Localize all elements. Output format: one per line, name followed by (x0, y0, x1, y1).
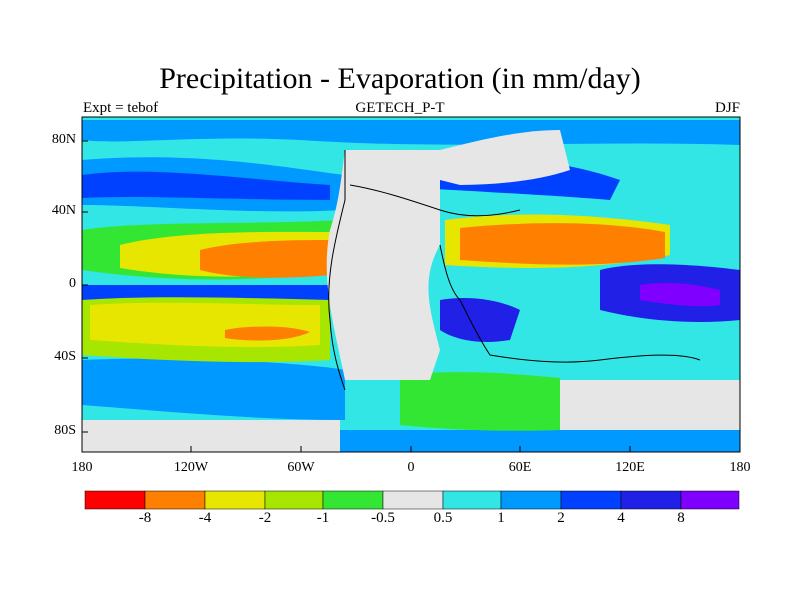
colorbar-label: -4 (198, 510, 212, 526)
land-north (440, 130, 570, 185)
colorbar-label: 0.5 (433, 510, 453, 526)
colorbar-swatch-5 (322, 490, 384, 510)
colorbar (84, 490, 740, 510)
colorbar-label: -2 (258, 510, 272, 526)
field-region-green-southatl (400, 372, 560, 431)
colorbar-label: 8 (677, 510, 685, 526)
coastline-west (328, 150, 346, 391)
map-field (82, 117, 740, 452)
lon-tick-0: 0 (407, 460, 415, 475)
lon-tick-180e: 180 (729, 460, 751, 475)
colorbar-swatch-4 (264, 490, 324, 510)
lon-tick-180w: 180 (71, 460, 93, 475)
colorbar-swatch-11 (680, 490, 740, 510)
plot-title: Precipitation - Evaporation (in mm/day) (159, 62, 641, 95)
field-region-violet (640, 282, 720, 307)
coastline-north (349, 184, 521, 217)
colorbar-swatch-7 (442, 490, 502, 510)
colorbar-label: -0.5 (371, 510, 395, 526)
lat-tick-0: 0 (69, 276, 76, 291)
colorbar-label: 4 (617, 510, 625, 526)
colorbar-label: 1 (497, 510, 505, 526)
field-region-itcz (82, 285, 330, 300)
experiment-label: Expt = tebof (83, 100, 159, 116)
lat-tick-40n: 40N (51, 203, 76, 218)
colorbar-label: -1 (316, 510, 330, 526)
colorbar-swatch-1 (84, 490, 146, 510)
colorbar-swatch-10 (620, 490, 682, 510)
axis-ticks (81, 140, 741, 452)
land-americas (326, 150, 440, 380)
field-region-blue-south (82, 358, 345, 420)
land-antarctica-west (82, 420, 340, 452)
lon-tick-120e: 120E (615, 460, 645, 475)
field-region-blue-north (82, 120, 740, 145)
field-region-darkblue (82, 171, 330, 200)
season-label: DJF (714, 100, 740, 116)
lat-tick-80n: 80N (51, 132, 76, 147)
lat-tick-80s: 80S (54, 423, 76, 438)
lon-tick-120w: 120W (173, 460, 209, 475)
lon-tick-60w: 60W (287, 460, 315, 475)
field-region-orange-east (460, 223, 665, 265)
field-region-orange (200, 240, 330, 278)
field-region-indigo-west (440, 298, 520, 342)
field-region-orange-south (225, 326, 310, 341)
dataset-label: GETECH_P-T (355, 100, 445, 116)
colorbar-swatch-3 (204, 490, 266, 510)
colorbar-swatch-8 (500, 490, 562, 510)
colorbar-swatch-2 (144, 490, 206, 510)
colorbar-label: 2 (557, 510, 565, 526)
land-antarctica-east (560, 380, 740, 430)
colorbar-swatch-9 (560, 490, 622, 510)
lat-tick-40s: 40S (54, 349, 76, 364)
colorbar-label: -8 (138, 510, 152, 526)
field-region-yellow-south (90, 302, 320, 348)
coastline-east (439, 244, 701, 363)
lon-tick-60e: 60E (508, 460, 532, 475)
colorbar-swatch-6 (382, 490, 444, 510)
